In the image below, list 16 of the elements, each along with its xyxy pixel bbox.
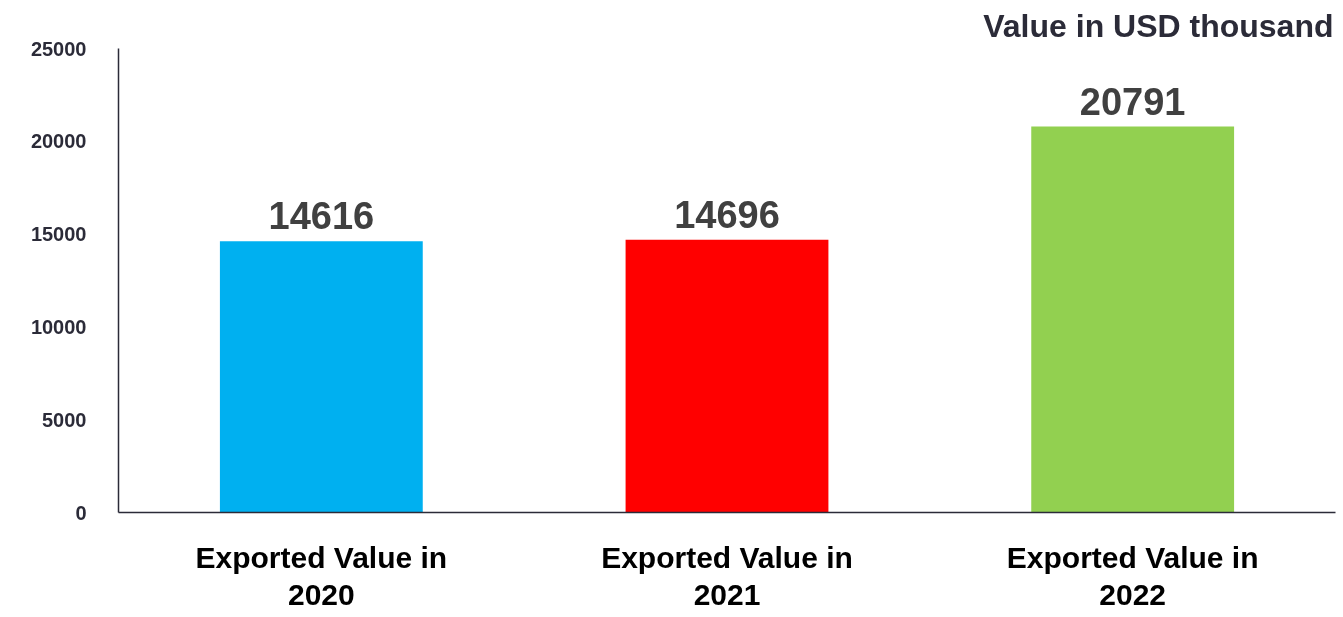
x-tick-label: Exported Value in 2020	[195, 540, 448, 612]
chart-title: Value in USD thousand	[983, 7, 1334, 44]
y-tick-label: 20000	[30, 130, 87, 153]
bar	[1031, 126, 1235, 513]
y-tick-label: 0	[75, 501, 87, 524]
data-label: 14616	[268, 195, 375, 238]
y-tick-label: 10000	[30, 315, 87, 338]
y-tick-label: 5000	[42, 408, 87, 431]
bar	[625, 239, 829, 513]
y-tick-label: 25000	[30, 37, 87, 60]
x-tick-label: Exported Value in 2022	[1006, 540, 1259, 612]
x-tick-label: Exported Value in 2021	[601, 540, 853, 612]
bar	[219, 241, 423, 513]
data-label: 20791	[1079, 80, 1186, 123]
data-label: 14696	[674, 193, 780, 236]
y-tick-label: 15000	[30, 223, 87, 246]
